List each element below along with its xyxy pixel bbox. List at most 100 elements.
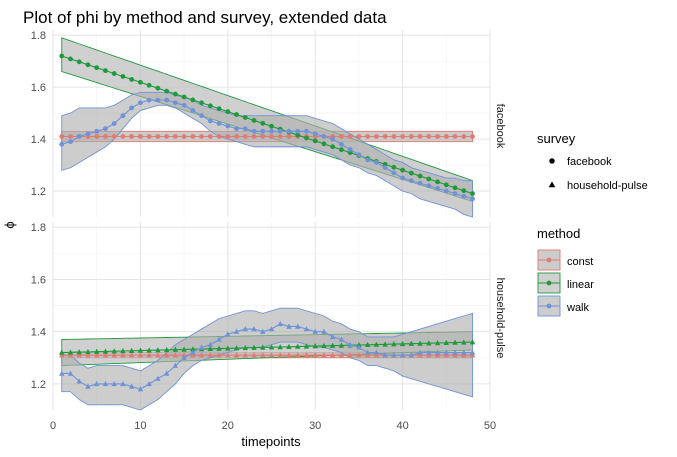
data-point-const	[155, 352, 161, 358]
data-point-linear	[382, 161, 388, 167]
data-point-linear	[373, 341, 380, 347]
data-point-walk	[242, 126, 248, 132]
data-point-linear	[138, 79, 143, 85]
data-point-linear	[155, 85, 161, 91]
legend-key-linear	[537, 272, 561, 294]
data-point-walk	[269, 128, 274, 134]
data-point-linear	[295, 132, 301, 138]
data-point-const	[76, 352, 82, 358]
data-point-walk	[190, 108, 196, 113]
data-point-linear	[417, 173, 423, 179]
data-point-const	[190, 134, 196, 139]
data-point-walk	[312, 328, 318, 334]
data-point-linear	[426, 340, 432, 346]
data-point-const	[269, 134, 274, 139]
data-point-walk	[242, 326, 248, 332]
x-tick-label: 40	[396, 420, 408, 432]
data-point-const	[94, 134, 100, 139]
data-point-const	[286, 134, 292, 139]
data-point-linear	[251, 344, 257, 350]
data-point-walk	[435, 186, 440, 191]
data-point-const	[111, 352, 117, 358]
data-point-const	[234, 134, 239, 139]
data-point-walk	[102, 380, 109, 387]
data-point-const	[277, 134, 283, 139]
data-point-walk	[382, 165, 388, 171]
x-axis-label: timepoints	[241, 434, 301, 449]
data-point-walk	[260, 328, 266, 334]
data-point-linear	[111, 71, 117, 76]
x-tick-label: 20	[222, 420, 234, 432]
data-point-const	[155, 134, 161, 139]
data-point-const	[286, 352, 292, 358]
data-point-walk	[216, 121, 222, 126]
data-point-walk	[172, 362, 179, 368]
data-point-const	[242, 134, 248, 139]
x-tick-label: 10	[134, 420, 146, 432]
y-tick-label: 1.2	[31, 186, 46, 198]
data-point-linear	[339, 147, 344, 153]
data-point-const	[260, 134, 266, 139]
data-point-linear	[76, 349, 82, 355]
data-point-walk	[155, 375, 161, 381]
data-point-const	[216, 352, 222, 358]
data-point-walk	[138, 100, 143, 106]
data-point-walk	[373, 349, 380, 355]
data-point-walk	[111, 121, 117, 126]
data-point-linear	[260, 120, 266, 126]
data-point-walk	[408, 178, 414, 184]
data-point-walk	[321, 328, 327, 334]
data-point-linear	[199, 100, 204, 106]
data-point-linear	[120, 348, 126, 354]
data-point-const	[260, 352, 266, 358]
data-point-walk	[172, 100, 178, 106]
data-point-linear	[76, 59, 82, 65]
data-point-walk	[225, 331, 231, 337]
data-point-walk	[190, 349, 196, 355]
data-point-const	[207, 352, 214, 358]
data-point-linear	[172, 91, 178, 97]
data-point-linear	[268, 344, 275, 350]
data-point-walk	[181, 354, 187, 361]
data-point-walk	[434, 349, 441, 355]
data-point-walk	[347, 341, 353, 347]
data-point-walk	[94, 380, 100, 387]
data-point-linear	[103, 68, 108, 74]
data-point-walk	[268, 326, 275, 332]
data-point-walk	[67, 370, 74, 376]
data-point-const	[400, 134, 405, 139]
data-point-linear	[321, 141, 327, 147]
confidence-ribbon-walk	[61, 91, 473, 218]
data-point-const	[198, 352, 205, 358]
data-point-walk	[76, 134, 82, 139]
data-point-walk	[85, 131, 91, 137]
data-point-walk	[146, 97, 152, 103]
data-point-walk	[146, 380, 152, 387]
facet-strips: facebook household-pulse	[494, 104, 506, 359]
data-point-linear	[295, 343, 301, 349]
facet-panels: 1.2 1.4 1.6 1.8 1.2 1.4 1.6 1.8 0 10 20 30 40 50	[31, 30, 496, 432]
legend-label-facebook: facebook	[567, 156, 612, 168]
legend-key-point-walk	[546, 303, 552, 309]
data-point-walk	[391, 352, 397, 358]
data-point-linear	[242, 344, 248, 351]
data-point-const	[163, 352, 170, 358]
data-point-walk	[94, 128, 100, 134]
data-point-walk	[452, 191, 458, 197]
data-point-walk	[216, 336, 222, 342]
data-point-const	[94, 352, 100, 358]
data-point-const	[408, 134, 414, 139]
data-point-const	[382, 134, 388, 139]
data-point-walk	[365, 157, 371, 163]
data-point-walk	[469, 349, 476, 355]
data-point-linear	[417, 340, 423, 346]
data-point-const	[164, 134, 170, 139]
data-point-const	[102, 352, 109, 358]
data-point-linear	[452, 339, 458, 345]
data-point-const	[426, 134, 432, 139]
data-point-linear	[85, 62, 91, 68]
data-point-walk	[461, 193, 467, 199]
data-point-const	[233, 352, 240, 358]
data-point-walk	[251, 326, 257, 332]
